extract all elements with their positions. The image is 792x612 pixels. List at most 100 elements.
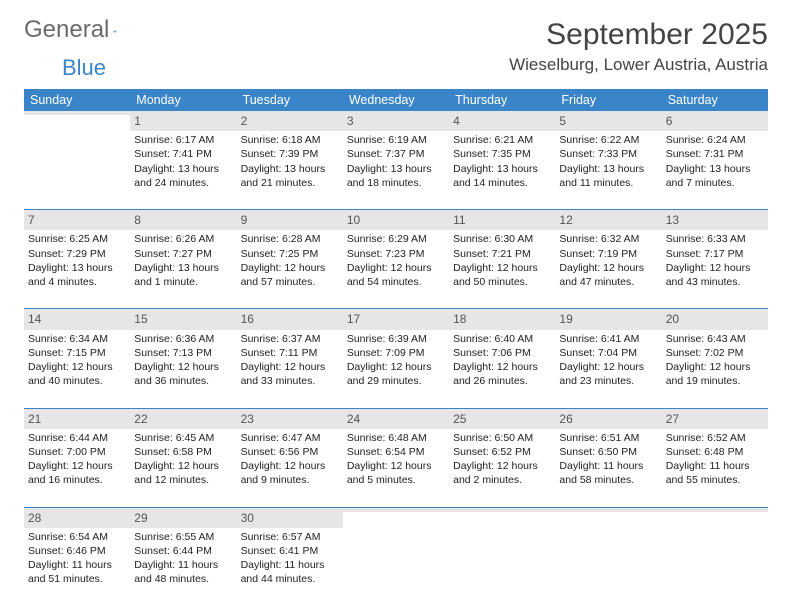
day-number-cell: 1 — [130, 111, 236, 131]
sunrise-line: Sunrise: 6:52 AM — [666, 431, 764, 445]
sunset-line: Sunset: 7:13 PM — [134, 346, 232, 360]
day-number-cell: 25 — [449, 408, 555, 429]
sunrise-line: Sunrise: 6:18 AM — [241, 133, 339, 147]
day-number-cell: 15 — [130, 309, 236, 330]
day-number-cell: 28 — [24, 507, 130, 528]
day-number: 7 — [24, 210, 130, 230]
sunset-line: Sunset: 7:09 PM — [347, 346, 445, 360]
day-cell: Sunrise: 6:39 AMSunset: 7:09 PMDaylight:… — [343, 330, 449, 408]
day-cell: Sunrise: 6:55 AMSunset: 6:44 PMDaylight:… — [130, 528, 236, 606]
day-cell: Sunrise: 6:45 AMSunset: 6:58 PMDaylight:… — [130, 429, 236, 507]
day-cell: Sunrise: 6:26 AMSunset: 7:27 PMDaylight:… — [130, 230, 236, 308]
sunrise-line: Sunrise: 6:45 AM — [134, 431, 232, 445]
calendar-content-row: Sunrise: 6:25 AMSunset: 7:29 PMDaylight:… — [24, 230, 768, 308]
col-friday: Friday — [555, 89, 661, 111]
sunrise-line: Sunrise: 6:32 AM — [559, 232, 657, 246]
day-number: 1 — [130, 111, 236, 131]
day-cell: Sunrise: 6:28 AMSunset: 7:25 PMDaylight:… — [237, 230, 343, 308]
day-cell: Sunrise: 6:34 AMSunset: 7:15 PMDaylight:… — [24, 330, 130, 408]
daylight-line: Daylight: 12 hours and 33 minutes. — [241, 360, 339, 388]
day-cell — [343, 528, 449, 606]
day-number-cell: 27 — [662, 408, 768, 429]
location-text: Wieselburg, Lower Austria, Austria — [509, 55, 768, 75]
sunset-line: Sunset: 7:41 PM — [134, 147, 232, 161]
day-number: 17 — [343, 309, 449, 329]
sunset-line: Sunset: 7:04 PM — [559, 346, 657, 360]
day-number: 18 — [449, 309, 555, 329]
day-number-cell: 4 — [449, 111, 555, 131]
sunset-line: Sunset: 6:58 PM — [134, 445, 232, 459]
day-number: 26 — [555, 409, 661, 429]
calendar-content-row: Sunrise: 6:34 AMSunset: 7:15 PMDaylight:… — [24, 330, 768, 408]
sunset-line: Sunset: 6:54 PM — [347, 445, 445, 459]
day-number: 8 — [130, 210, 236, 230]
calendar-daynum-row: 282930 — [24, 507, 768, 528]
sunrise-line: Sunrise: 6:51 AM — [559, 431, 657, 445]
day-cell — [24, 131, 130, 209]
sunset-line: Sunset: 7:39 PM — [241, 147, 339, 161]
col-wednesday: Wednesday — [343, 89, 449, 111]
calendar-daynum-row: 123456 — [24, 111, 768, 131]
day-number-cell: 9 — [237, 210, 343, 231]
sunrise-line: Sunrise: 6:22 AM — [559, 133, 657, 147]
day-cell: Sunrise: 6:44 AMSunset: 7:00 PMDaylight:… — [24, 429, 130, 507]
day-cell: Sunrise: 6:47 AMSunset: 6:56 PMDaylight:… — [237, 429, 343, 507]
daylight-line: Daylight: 11 hours and 58 minutes. — [559, 459, 657, 487]
daylight-line: Daylight: 12 hours and 26 minutes. — [453, 360, 551, 388]
day-number: 12 — [555, 210, 661, 230]
sunrise-line: Sunrise: 6:43 AM — [666, 332, 764, 346]
day-number — [555, 508, 661, 512]
day-cell: Sunrise: 6:54 AMSunset: 6:46 PMDaylight:… — [24, 528, 130, 606]
sunset-line: Sunset: 6:41 PM — [241, 544, 339, 558]
calendar-daynum-row: 21222324252627 — [24, 408, 768, 429]
sunrise-line: Sunrise: 6:55 AM — [134, 530, 232, 544]
day-number-cell: 7 — [24, 210, 130, 231]
daylight-line: Daylight: 13 hours and 4 minutes. — [28, 261, 126, 289]
sunset-line: Sunset: 7:29 PM — [28, 247, 126, 261]
logo: General — [24, 18, 137, 42]
daylight-line: Daylight: 11 hours and 44 minutes. — [241, 558, 339, 586]
day-number-cell: 6 — [662, 111, 768, 131]
sunrise-line: Sunrise: 6:26 AM — [134, 232, 232, 246]
day-number: 3 — [343, 111, 449, 131]
logo-part1: General — [24, 18, 109, 42]
day-number-cell: 14 — [24, 309, 130, 330]
sunset-line: Sunset: 6:48 PM — [666, 445, 764, 459]
calendar-table: Sunday Monday Tuesday Wednesday Thursday… — [24, 89, 768, 606]
sunset-line: Sunset: 7:21 PM — [453, 247, 551, 261]
day-number-cell: 19 — [555, 309, 661, 330]
sunrise-line: Sunrise: 6:44 AM — [28, 431, 126, 445]
day-number — [662, 508, 768, 512]
calendar-content-row: Sunrise: 6:44 AMSunset: 7:00 PMDaylight:… — [24, 429, 768, 507]
sunrise-line: Sunrise: 6:17 AM — [134, 133, 232, 147]
col-saturday: Saturday — [662, 89, 768, 111]
day-number: 9 — [237, 210, 343, 230]
day-number: 20 — [662, 309, 768, 329]
day-cell: Sunrise: 6:57 AMSunset: 6:41 PMDaylight:… — [237, 528, 343, 606]
daylight-line: Daylight: 12 hours and 23 minutes. — [559, 360, 657, 388]
day-cell — [449, 528, 555, 606]
day-cell: Sunrise: 6:25 AMSunset: 7:29 PMDaylight:… — [24, 230, 130, 308]
day-number-cell: 5 — [555, 111, 661, 131]
day-cell — [662, 528, 768, 606]
day-cell: Sunrise: 6:19 AMSunset: 7:37 PMDaylight:… — [343, 131, 449, 209]
day-number-cell: 2 — [237, 111, 343, 131]
day-number: 2 — [237, 111, 343, 131]
daylight-line: Daylight: 11 hours and 48 minutes. — [134, 558, 232, 586]
sunset-line: Sunset: 6:52 PM — [453, 445, 551, 459]
daylight-line: Daylight: 12 hours and 16 minutes. — [28, 459, 126, 487]
sunrise-line: Sunrise: 6:29 AM — [347, 232, 445, 246]
day-number-cell: 13 — [662, 210, 768, 231]
sunrise-line: Sunrise: 6:36 AM — [134, 332, 232, 346]
sunrise-line: Sunrise: 6:57 AM — [241, 530, 339, 544]
day-cell: Sunrise: 6:36 AMSunset: 7:13 PMDaylight:… — [130, 330, 236, 408]
day-number: 30 — [237, 508, 343, 528]
day-cell: Sunrise: 6:32 AMSunset: 7:19 PMDaylight:… — [555, 230, 661, 308]
sunrise-line: Sunrise: 6:48 AM — [347, 431, 445, 445]
sunset-line: Sunset: 6:46 PM — [28, 544, 126, 558]
day-number: 14 — [24, 309, 130, 329]
daylight-line: Daylight: 12 hours and 5 minutes. — [347, 459, 445, 487]
day-number-cell: 30 — [237, 507, 343, 528]
sunrise-line: Sunrise: 6:39 AM — [347, 332, 445, 346]
daylight-line: Daylight: 12 hours and 40 minutes. — [28, 360, 126, 388]
